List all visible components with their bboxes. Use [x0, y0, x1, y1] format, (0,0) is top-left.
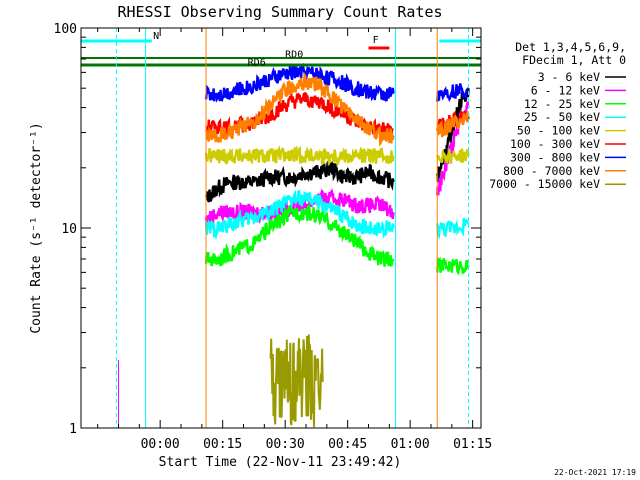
- legend-label-2: 12 - 25 keV: [524, 97, 600, 111]
- x-tick-label-1: 00:15: [203, 437, 242, 452]
- annotation-3: F: [373, 35, 379, 46]
- series-line-14: [204, 71, 395, 147]
- legend-label-1: 6 - 12 keV: [531, 83, 600, 97]
- legend-label-5: 100 - 300 keV: [510, 137, 600, 151]
- legend-header-line-1: Det 1,3,4,5,6,9,: [515, 40, 626, 54]
- legend-label-3: 25 - 50 keV: [524, 110, 600, 124]
- annotation-0: N: [153, 31, 159, 42]
- x-tick-label-2: 00:30: [266, 437, 305, 452]
- series-line-15: [436, 111, 470, 138]
- series-line-6: [204, 189, 395, 241]
- series-line-12: [204, 62, 395, 103]
- footer-date: 22-Oct-2021 17:19: [554, 468, 636, 477]
- series-line-0: [204, 160, 395, 203]
- legend-label-8: 7000 - 15000 keV: [489, 177, 600, 191]
- x-tick-label-5: 01:15: [453, 437, 492, 452]
- legend-label-7: 800 - 7000 keV: [503, 164, 600, 178]
- series-line-4: [204, 204, 395, 267]
- series-line-7: [436, 217, 470, 240]
- y-tick-label-0: 1: [69, 422, 77, 437]
- legend-label-0: 3 - 6 keV: [538, 70, 600, 84]
- series-line-5: [436, 256, 470, 276]
- legend-header-line-2: FDecim 1, Att 0: [522, 53, 626, 67]
- series-line-8: [204, 144, 395, 168]
- y-tick-label-1: 10: [61, 222, 77, 237]
- x-tick-label-4: 01:00: [391, 437, 430, 452]
- series-line-13: [436, 83, 470, 102]
- annotation-2: RD0: [285, 50, 303, 61]
- x-tick-label-0: 00:00: [141, 437, 180, 452]
- y-axis-label: Count Rate (s⁻¹ detector⁻¹): [29, 122, 44, 333]
- y-tick-label-2: 100: [54, 22, 77, 37]
- annotation-1: RD6: [248, 57, 266, 68]
- x-tick-label-3: 00:45: [328, 437, 367, 452]
- series-line-16: [269, 334, 324, 428]
- series-line-9: [436, 148, 470, 164]
- legend-label-6: 300 - 800 keV: [510, 150, 600, 164]
- series-line-2: [204, 188, 395, 227]
- chart-title: RHESSI Observing Summary Count Rates: [117, 3, 442, 21]
- x-axis-label: Start Time (22-Nov-11 23:49:42): [159, 455, 402, 470]
- legend-label-4: 50 - 100 keV: [517, 124, 600, 138]
